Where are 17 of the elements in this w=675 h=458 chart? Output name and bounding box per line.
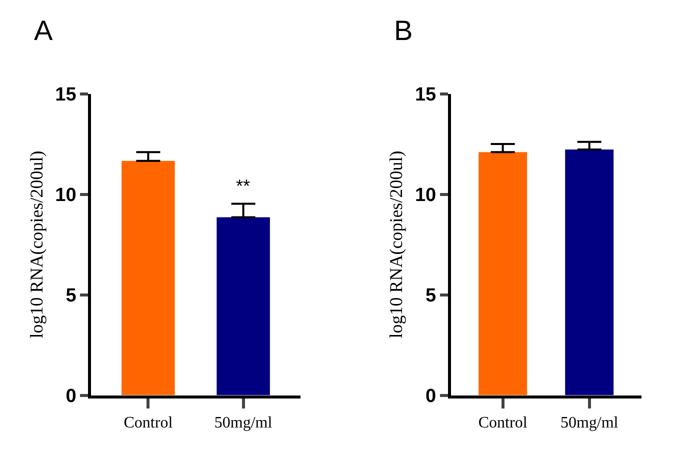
annotation: **: [236, 176, 250, 196]
y-tick-label: 15: [55, 84, 77, 106]
y-tick-label: 10: [414, 184, 436, 206]
y-tick-label: 10: [55, 184, 76, 206]
x-tick-label: Control: [478, 414, 528, 432]
y-tick-label: 15: [414, 84, 437, 106]
y-tick-label: 0: [426, 386, 436, 407]
x-tick-label: 50mg/ml: [214, 414, 273, 432]
x-tick-label: Control: [124, 414, 174, 432]
y-tick-label: 5: [426, 285, 437, 306]
chart-title: B: [394, 15, 413, 46]
y-tick-label: 5: [66, 285, 77, 306]
y-axis-title: log10 RNA(copies/200ul): [26, 150, 46, 338]
y-tick-label: 0: [66, 386, 76, 407]
y-axis-title: log10 RNA(copies/200ul): [386, 150, 406, 338]
x-tick-label: 50mg/ml: [560, 414, 619, 432]
chart-title: A: [34, 15, 53, 46]
